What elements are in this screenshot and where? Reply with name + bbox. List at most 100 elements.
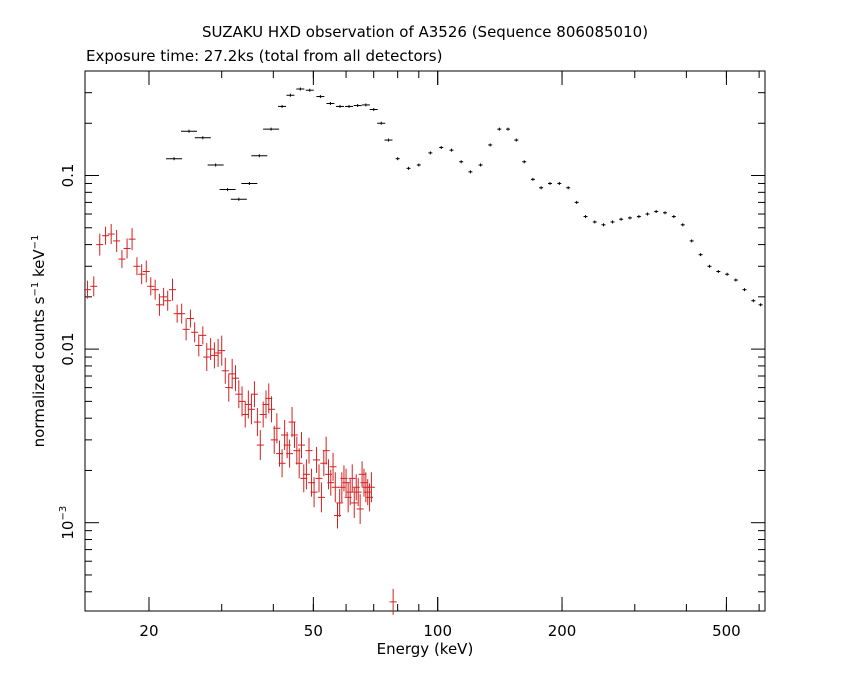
data-point-black xyxy=(758,303,763,307)
data-point-black xyxy=(514,138,519,142)
data-point-red xyxy=(113,229,121,252)
data-point-black xyxy=(181,129,198,133)
data-point-red xyxy=(235,380,243,409)
chart-title: SUZAKU HXD observation of A3526 (Sequenc… xyxy=(202,23,648,41)
data-point-red xyxy=(102,226,110,245)
data-point-black xyxy=(439,146,444,150)
x-axis: 20 50 100 200 500 xyxy=(139,71,760,640)
data-point-black xyxy=(449,148,454,152)
data-point-black xyxy=(353,104,362,108)
data-point-red xyxy=(207,338,215,361)
data-point-red xyxy=(268,396,276,423)
data-point-red xyxy=(253,408,261,437)
data-point-red xyxy=(214,338,222,367)
data-point-red xyxy=(297,432,305,459)
data-point-red xyxy=(295,448,303,479)
data-point-black xyxy=(698,253,703,257)
data-point-red xyxy=(182,318,190,341)
data-point-red xyxy=(305,437,313,464)
data-point-black xyxy=(416,163,421,167)
data-point-black xyxy=(601,223,606,227)
data-point-red xyxy=(331,472,339,503)
data-point-red xyxy=(350,487,358,518)
data-point-black xyxy=(751,299,756,303)
data-point-red xyxy=(107,224,115,245)
data-point-black xyxy=(335,104,344,108)
series-red xyxy=(84,224,397,615)
data-point-red xyxy=(329,452,337,481)
data-point-red xyxy=(228,358,236,389)
data-point-black xyxy=(522,160,527,164)
data-point-red xyxy=(218,335,226,366)
data-point-black xyxy=(506,127,511,131)
data-point-black xyxy=(263,127,280,131)
y-tick-label-exp: −3 xyxy=(58,506,69,521)
x-tick-label: 20 xyxy=(139,622,158,640)
data-point-red xyxy=(354,478,362,507)
data-point-red xyxy=(155,293,163,316)
y-axis-label-sup1: −1 xyxy=(30,282,41,297)
data-point-red xyxy=(238,386,246,417)
data-point-red xyxy=(168,278,176,301)
data-point-black xyxy=(619,217,624,221)
data-point-red xyxy=(317,482,325,513)
data-point-red xyxy=(367,472,375,503)
x-tick-label: 100 xyxy=(423,622,452,640)
data-point-red xyxy=(133,257,141,276)
y-tick-label: 0.1 xyxy=(59,164,77,188)
data-point-black xyxy=(566,186,571,190)
data-point-red xyxy=(366,483,374,512)
y-tick-label: 0.01 xyxy=(59,332,77,365)
data-point-black xyxy=(733,278,738,282)
data-point-black xyxy=(539,186,544,190)
data-point-black xyxy=(361,103,370,107)
data-point-red xyxy=(186,309,194,328)
data-point-red xyxy=(210,342,218,369)
data-point-black xyxy=(468,170,473,174)
y-axis-label: normalized counts s−1 keV−1 xyxy=(30,235,48,448)
data-point-black xyxy=(636,215,641,219)
x-tick-label: 200 xyxy=(548,622,577,640)
data-point-red xyxy=(178,303,186,324)
data-point-red xyxy=(164,290,172,311)
plot-frame xyxy=(84,70,766,612)
data-point-black xyxy=(680,223,685,227)
data-point-black xyxy=(654,210,659,214)
data-point-black xyxy=(278,104,287,108)
data-point-black xyxy=(488,143,493,147)
y-axis-label-mid: keV xyxy=(30,249,48,282)
data-point-black xyxy=(241,181,258,185)
data-point-red xyxy=(195,334,203,357)
data-point-red xyxy=(191,322,199,343)
data-point-red xyxy=(128,228,136,251)
data-point-red xyxy=(356,493,364,524)
data-point-black xyxy=(406,166,411,170)
data-point-black xyxy=(627,216,632,220)
data-point-black xyxy=(497,127,502,131)
data-point-red xyxy=(322,436,330,465)
data-point-red xyxy=(203,343,211,372)
data-point-red xyxy=(256,430,264,461)
data-point-red xyxy=(310,477,318,508)
data-point-red xyxy=(348,464,356,493)
data-point-black xyxy=(384,138,393,142)
x-axis-label: Energy (keV) xyxy=(377,640,474,658)
data-point-red xyxy=(147,277,155,296)
data-point-red xyxy=(232,365,240,392)
data-point-black xyxy=(395,157,400,161)
data-point-black xyxy=(716,269,721,273)
data-point-black xyxy=(377,121,386,125)
data-point-black xyxy=(645,212,650,216)
y-axis: 0.1 0.01 10−3 xyxy=(58,70,765,593)
data-point-black xyxy=(316,95,325,99)
y-axis-label-sup2: −1 xyxy=(30,235,41,250)
data-point-black xyxy=(707,264,712,268)
data-point-red xyxy=(151,279,159,300)
data-point-red xyxy=(118,250,126,269)
data-point-red xyxy=(313,446,321,473)
data-point-red xyxy=(221,357,229,384)
data-point-black xyxy=(369,108,378,112)
data-point-red xyxy=(160,287,168,306)
data-point-black xyxy=(166,157,183,161)
